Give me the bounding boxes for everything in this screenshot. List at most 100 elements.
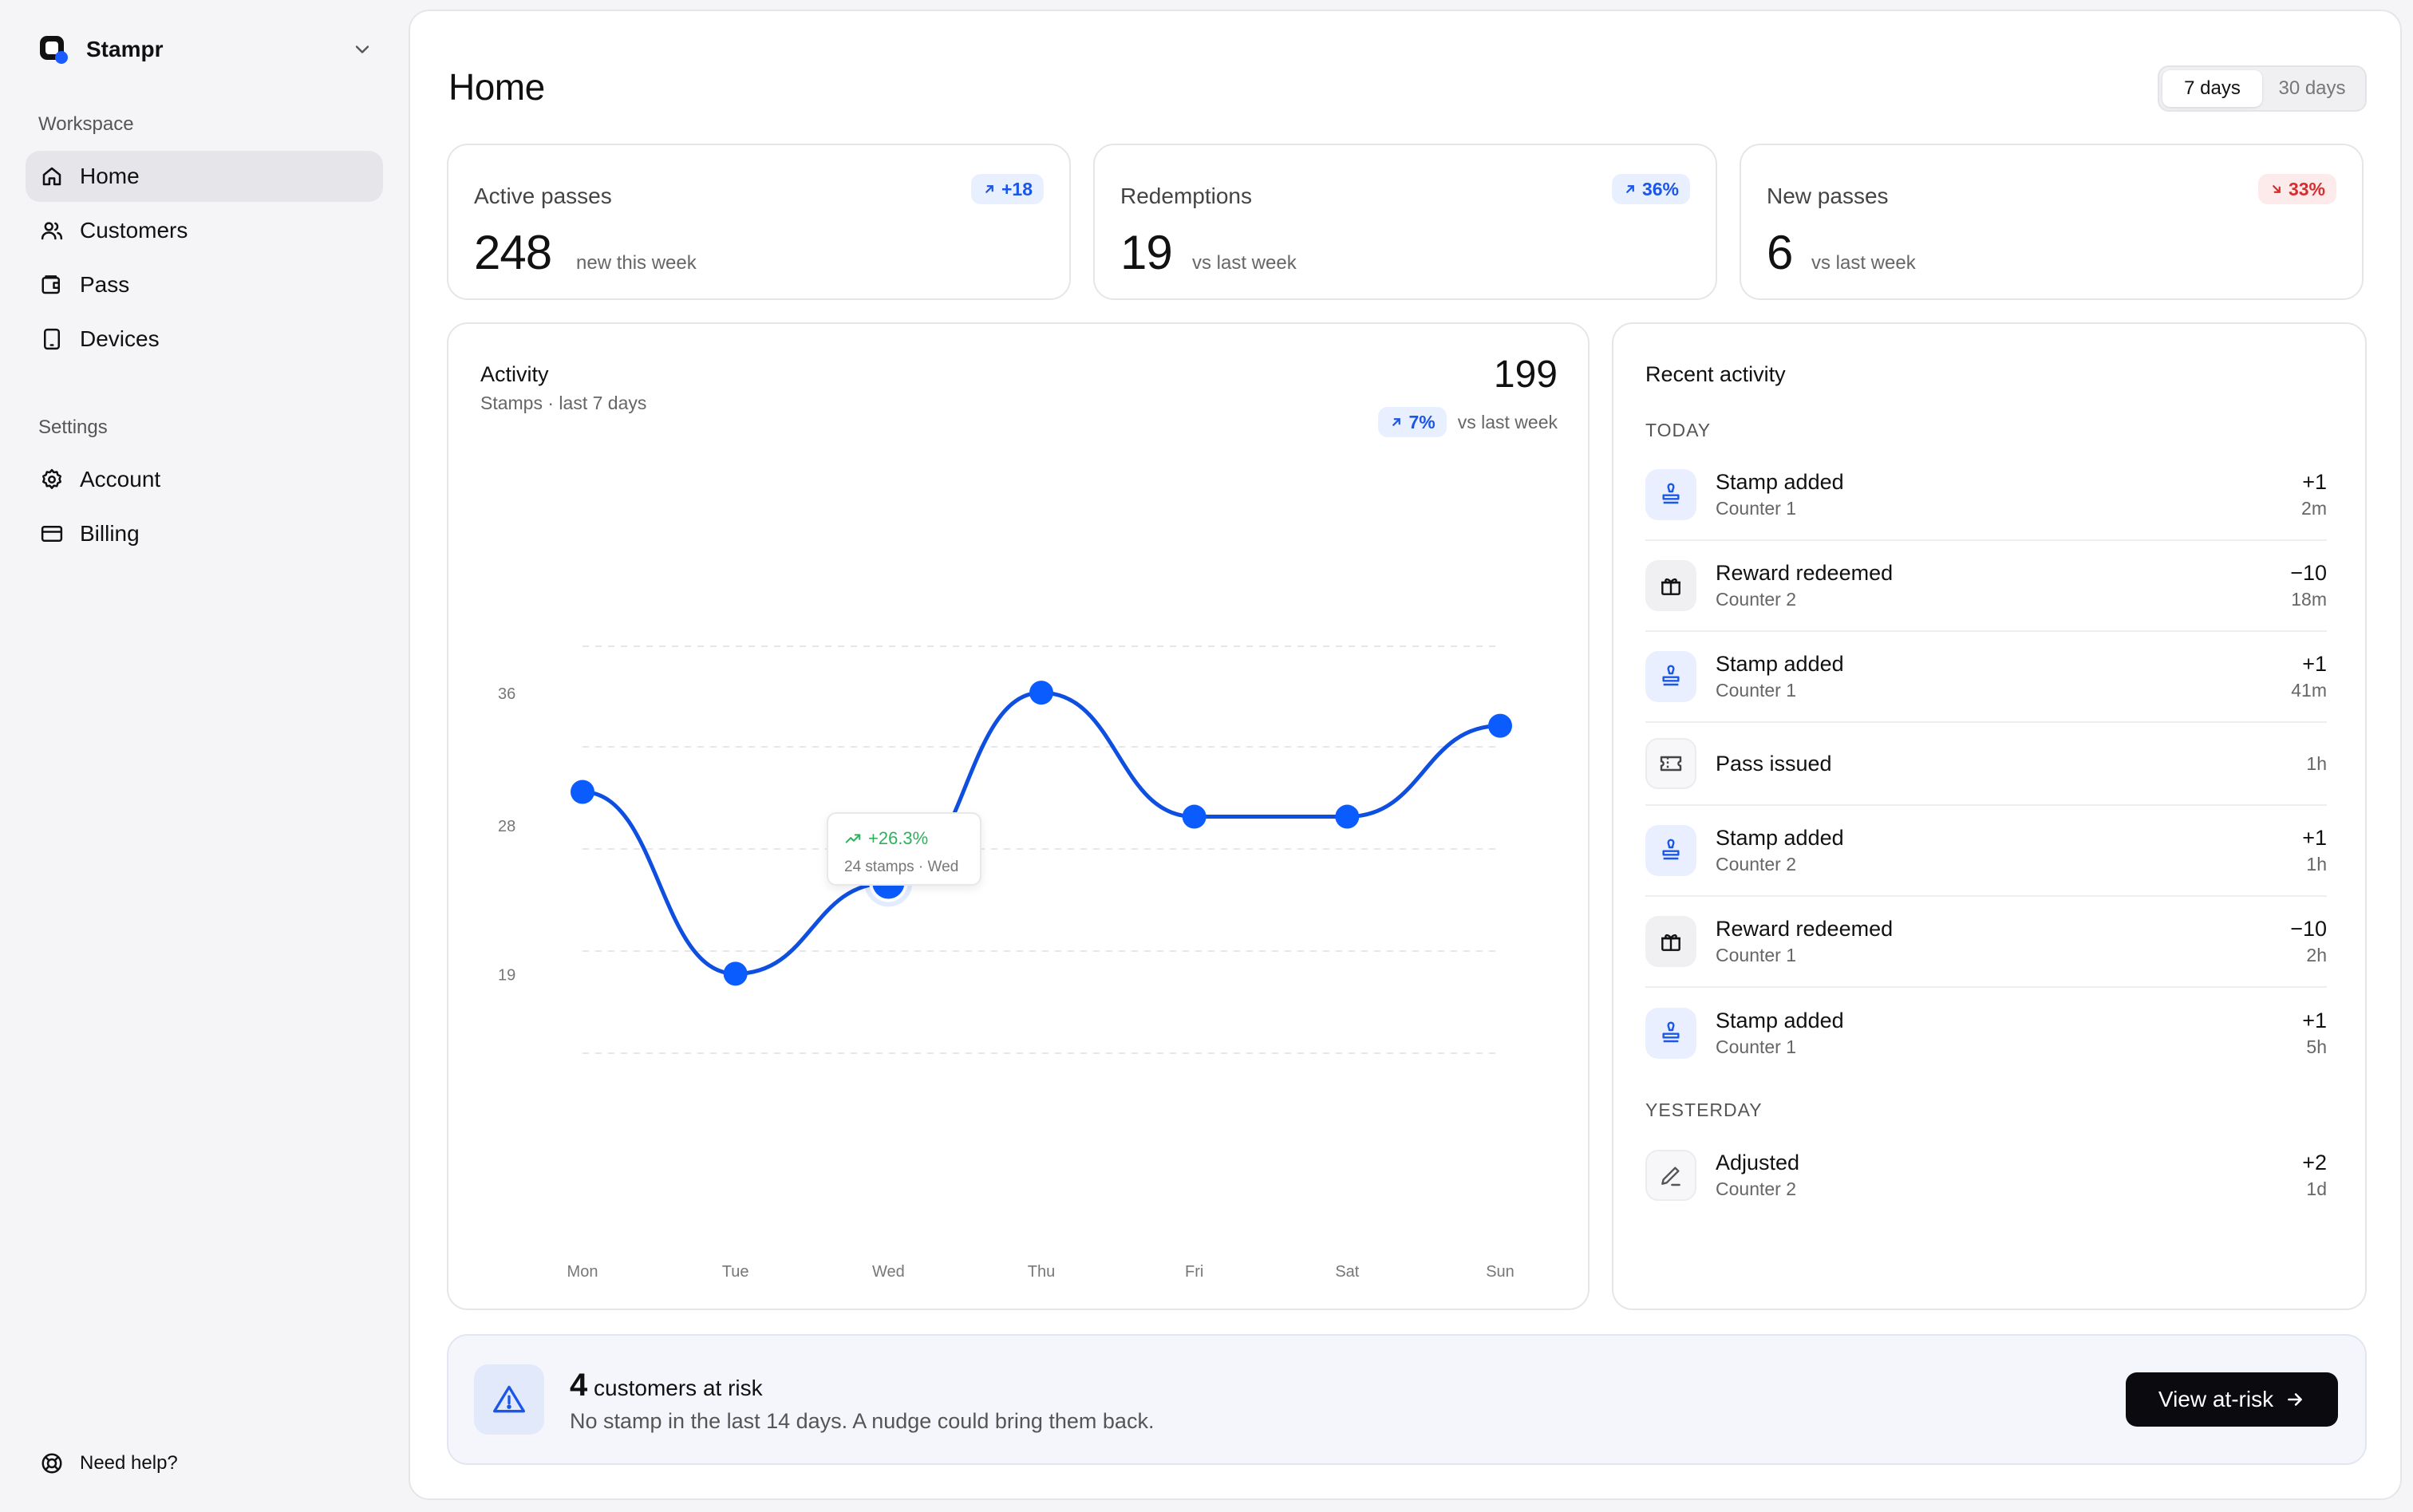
stat-trend-value: 36%: [1641, 178, 1679, 199]
warning-icon: [474, 1364, 544, 1435]
chart-delta-value: 7%: [1408, 411, 1436, 432]
arrow-up-right-icon: [985, 185, 993, 193]
stat-trend-value: +18: [1001, 178, 1033, 199]
stat-label: Active passes: [474, 184, 612, 208]
data-point: [723, 961, 748, 986]
activity-meta: −10 2h: [2290, 915, 2327, 968]
sidebar-item-account[interactable]: Account: [26, 454, 383, 505]
range-30-days-button[interactable]: 30 days: [2278, 77, 2346, 99]
activity-text: Reward redeemed Counter 2: [1716, 559, 2290, 612]
activity-title: Reward redeemed: [1716, 917, 1894, 941]
workspace-name: Stampr: [86, 37, 164, 61]
activity-time: 18m: [2291, 589, 2327, 610]
workspace-section-label: Workspace: [38, 113, 134, 135]
gift-icon: [1645, 916, 1696, 967]
x-tick-label: Mon: [567, 1263, 598, 1281]
sidebar-item-billing[interactable]: Billing: [26, 508, 383, 559]
activity-time: 5h: [2306, 1036, 2327, 1057]
activity-sub: Counter 2: [1716, 589, 1797, 610]
activity-row[interactable]: Pass issued 1h: [1645, 723, 2327, 806]
data-point: [1488, 713, 1512, 738]
arrow-right-icon: [2288, 1393, 2302, 1406]
chart-delta-badge: 7%: [1378, 407, 1447, 437]
stamp-icon: [1645, 469, 1696, 520]
sidebar-item-label: Home: [80, 164, 140, 188]
activity-amount: +2: [2302, 1151, 2327, 1174]
recent-group-label: TODAY: [1645, 420, 1712, 440]
x-tick-label: Wed: [872, 1263, 905, 1281]
sidebar-item-pass[interactable]: Pass: [26, 259, 383, 310]
activity-meta: 1h: [2306, 751, 2327, 776]
view-at-risk-label: View at-risk: [2158, 1387, 2274, 1411]
activity-amount: +1: [2302, 652, 2327, 676]
sidebar-item-label: Pass: [80, 272, 130, 297]
activity-text: Stamp added Counter 1: [1716, 468, 2301, 521]
page-title: Home: [448, 66, 545, 108]
workspace-switcher[interactable]: Stampr: [38, 32, 373, 67]
x-tick-label: Sat: [1335, 1263, 1359, 1281]
stampr-logo-icon: [38, 34, 69, 65]
y-tick-label: 36: [498, 685, 515, 703]
activity-row[interactable]: Stamp added Counter 1 +1 5h: [1645, 988, 2327, 1079]
activity-row[interactable]: Stamp added Counter 2 +1 1h: [1645, 806, 2327, 897]
x-tick-label: Thu: [1028, 1263, 1055, 1281]
stat-trend-badge: +18: [970, 174, 1044, 204]
activity-sub: Counter 1: [1716, 945, 1797, 965]
activity-meta: −10 18m: [2290, 559, 2327, 612]
arrow-up-right-icon: [1626, 185, 1634, 193]
main-panel: Home 7 days 30 days Active passes +18 24…: [409, 10, 2402, 1500]
ticket-icon: [1645, 738, 1696, 789]
activity-amount: +1: [2302, 826, 2327, 850]
activity-row[interactable]: Reward redeemed Counter 2 −10 18m: [1645, 541, 2327, 632]
activity-meta: +2 1d: [2302, 1149, 2327, 1202]
activity-amount: +1: [2302, 1009, 2327, 1032]
activity-time: 41m: [2291, 680, 2327, 701]
data-point: [1182, 804, 1206, 829]
view-at-risk-button[interactable]: View at-risk: [2126, 1372, 2338, 1427]
stat-sub: new this week: [576, 252, 697, 274]
stat-trend-badge: 36%: [1611, 174, 1690, 204]
activity-title: Reward redeemed: [1716, 561, 1894, 585]
activity-text: Adjusted Counter 2: [1716, 1149, 2302, 1202]
chart-title: Activity: [480, 362, 549, 386]
activity-row[interactable]: Stamp added Counter 1 +1 41m: [1645, 632, 2327, 723]
activity-row[interactable]: Stamp added Counter 1 +1 2m: [1645, 450, 2327, 541]
sidebar-item-customers[interactable]: Customers: [26, 205, 383, 256]
lifebuoy-icon: [38, 1450, 65, 1477]
activity-time: 2m: [2301, 498, 2327, 519]
tooltip-delta-value: +26.3%: [868, 828, 929, 848]
stat-label: New passes: [1767, 184, 1889, 208]
stamp-icon: [1645, 825, 1696, 876]
activity-title: Adjusted: [1716, 1151, 1800, 1174]
chart-delta-text: vs last week: [1457, 411, 1558, 432]
data-point: [1335, 804, 1360, 829]
stat-sub: vs last week: [1192, 252, 1297, 274]
activity-meta: +1 5h: [2302, 1007, 2327, 1060]
data-point: [1029, 681, 1053, 705]
activity-line-chart: 19 28 36 Mon Tue Wed Thu Fri Sat Sun: [498, 645, 1515, 1281]
credit-card-icon: [38, 520, 65, 547]
tooltip-sub: 24 stamps · Wed: [844, 859, 959, 875]
sidebar-item-devices[interactable]: Devices: [26, 314, 383, 365]
stat-value: 19: [1120, 226, 1173, 279]
gift-icon: [1645, 560, 1696, 611]
chart-delta: 7% vs last week: [1378, 407, 1558, 437]
activity-time: 1h: [2306, 753, 2327, 774]
recent-activity-card: Recent activity TODAY Stamp added Counte…: [1612, 322, 2367, 1310]
activity-row[interactable]: Reward redeemed Counter 1 −10 2h: [1645, 897, 2327, 988]
range-7-days-button[interactable]: 7 days: [2162, 70, 2262, 107]
activity-amount: −10: [2290, 561, 2327, 585]
sidebar-item-home[interactable]: Home: [26, 151, 383, 202]
sidebar-item-label: Customers: [80, 218, 188, 243]
tooltip-delta: +26.3%: [844, 828, 928, 849]
help-link[interactable]: Need help?: [38, 1450, 178, 1477]
chart-subtitle: Stamps · last 7 days: [480, 393, 647, 413]
activity-title: Pass issued: [1716, 752, 1832, 776]
data-point: [571, 780, 594, 804]
activity-title: Stamp added: [1716, 1009, 1844, 1032]
recent-group-label: YESTERDAY: [1645, 1099, 1763, 1120]
y-tick-label: 28: [498, 818, 515, 835]
activity-meta: +1 2m: [2301, 468, 2327, 521]
activity-row[interactable]: Adjusted Counter 2 +2 1d: [1645, 1130, 2327, 1221]
activity-text: Reward redeemed Counter 1: [1716, 915, 2290, 968]
